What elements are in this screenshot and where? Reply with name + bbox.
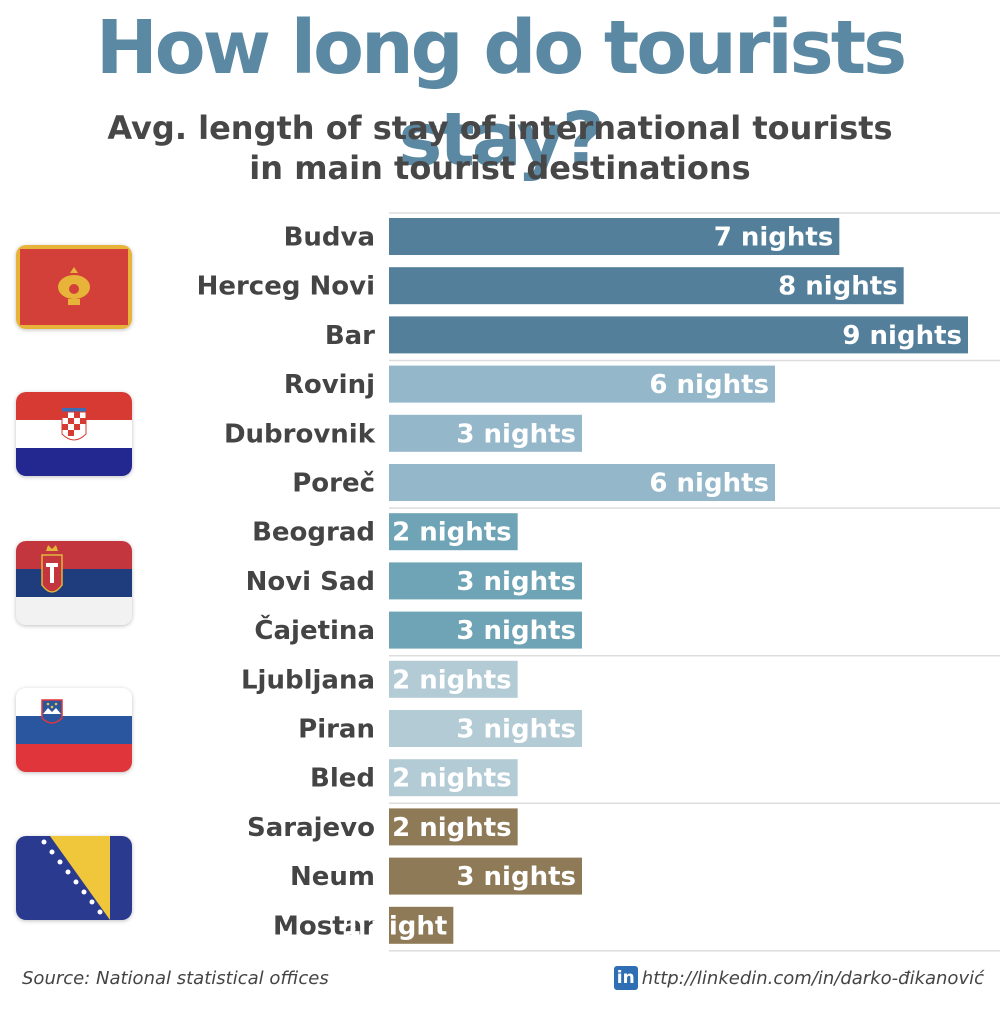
bar [389, 267, 904, 305]
bar [389, 660, 518, 698]
linkedin-link[interactable]: in http://linkedin.com/in/darko-đikanovi… [613, 966, 984, 990]
value-label: 2 nights [392, 518, 512, 548]
category-label: Beograd [252, 518, 375, 548]
croatia-flag-icon [16, 392, 132, 476]
bar [389, 316, 968, 354]
category-label: Piran [298, 715, 375, 745]
value-label: 6 nights [649, 370, 769, 400]
category-label: Bar [325, 321, 375, 351]
linkedin-icon: in [613, 966, 638, 990]
value-label: 3 nights [456, 567, 576, 597]
linkedin-url[interactable]: http://linkedin.com/in/darko-đikanović [641, 967, 984, 989]
bar [389, 808, 518, 846]
value-label: 3 nights [456, 616, 576, 646]
value-label: 3 nights [456, 419, 576, 449]
value-label: 2 nights [392, 813, 512, 843]
bar [389, 906, 454, 944]
category-label: Novi Sad [246, 567, 375, 597]
value-label: 3 nights [456, 862, 576, 892]
value-label: 8 nights [778, 272, 898, 302]
bar [389, 365, 775, 403]
bar [389, 857, 582, 895]
source-note: Source: National statistical offices [22, 968, 329, 989]
subtitle-line-2: in main tourist destinations [249, 149, 751, 187]
value-label: 2 nights [392, 665, 512, 695]
value-label: 2 nights [392, 764, 512, 794]
bar [389, 218, 840, 255]
value-label: 3 nights [456, 715, 576, 745]
bar [389, 414, 582, 452]
value-label: 7 nights [714, 223, 834, 253]
montenegro-flag-icon [16, 245, 132, 329]
bosnia-flag-icon [16, 836, 132, 920]
serbia-flag-icon [16, 541, 132, 625]
category-label: Dubrovnik [224, 419, 376, 449]
value-label: 1 night [343, 911, 447, 941]
slovenia-flag-icon [16, 688, 132, 772]
category-label: Bled [310, 764, 375, 794]
category-label: Rovinj [284, 370, 375, 400]
category-label: Mostar [273, 911, 375, 941]
category-label: Ljubljana [241, 665, 375, 695]
page-title: How long do tourists stay? [95, 5, 907, 183]
category-label: Čajetina [254, 614, 375, 646]
bar [389, 759, 518, 797]
category-label: Sarajevo [247, 813, 375, 843]
subtitle-line-1: Avg. length of stay of international tou… [107, 109, 893, 147]
category-label: Neum [290, 862, 375, 892]
bar [389, 611, 582, 649]
bar [389, 513, 518, 551]
category-label: Budva [284, 223, 375, 253]
bar [389, 562, 582, 600]
category-label: Poreč [292, 469, 375, 499]
bar [389, 464, 775, 501]
category-label: Herceg Novi [197, 272, 375, 302]
bar-chart: Budva 7 nights Herceg Novi 8 nights Bar 9 nig… [197, 212, 1000, 952]
bar [389, 710, 582, 747]
page-subtitle: Avg. length of stay of international tou… [0, 108, 1000, 188]
value-label: 9 nights [842, 321, 962, 351]
value-label: 6 nights [649, 469, 769, 499]
